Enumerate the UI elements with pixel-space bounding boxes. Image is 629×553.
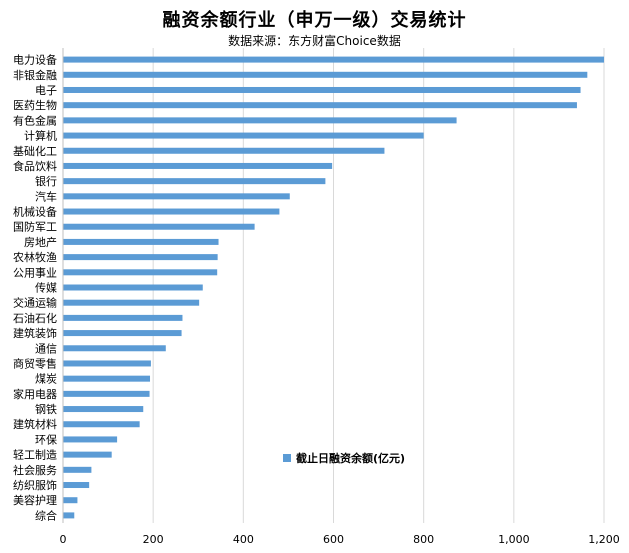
category-label: 美容护理	[13, 493, 57, 507]
bar	[63, 86, 581, 93]
x-tick-labels: 0 200 400 600 800 1,000 1,200	[60, 533, 620, 546]
bars	[63, 56, 604, 519]
bar	[63, 162, 333, 169]
bar	[63, 132, 424, 139]
bar	[63, 208, 280, 215]
category-label: 煤炭	[35, 373, 57, 386]
legend: 截止日融资余额(亿元)	[283, 451, 405, 465]
chart-title: 融资余额行业（申万一级）交易统计	[162, 10, 467, 31]
category-labels: 电力设备非银金融电子医药生物有色金属计算机基础化工食品饮料银行汽车机械设备国防军…	[13, 53, 57, 523]
category-label: 银行	[35, 174, 57, 188]
category-label: 国防军工	[13, 220, 57, 234]
bar	[63, 238, 219, 245]
bar	[63, 330, 182, 337]
category-label: 农林牧渔	[13, 250, 57, 264]
bar	[63, 497, 78, 504]
x-tick-label: 0	[60, 533, 67, 546]
category-label: 计算机	[24, 129, 57, 143]
category-label: 非银金融	[13, 68, 57, 82]
bar	[63, 512, 75, 519]
category-label: 汽车	[35, 189, 57, 203]
bar	[63, 269, 218, 276]
category-label: 传媒	[35, 282, 57, 295]
legend-label: 截止日融资余额(亿元)	[296, 451, 405, 465]
category-label: 家用电器	[13, 387, 57, 401]
category-label: 电力设备	[13, 53, 57, 67]
bar	[63, 254, 218, 261]
category-label: 建筑装饰	[13, 326, 57, 340]
bar	[63, 147, 385, 154]
bar	[63, 299, 200, 306]
category-label: 通信	[35, 342, 57, 355]
bar	[63, 360, 151, 367]
bar	[63, 314, 183, 321]
category-label: 轻工制造	[13, 448, 57, 462]
bar	[63, 406, 144, 413]
x-tick-label: 600	[323, 533, 344, 546]
category-label: 公用事业	[13, 266, 57, 279]
category-label: 食品饮料	[13, 159, 57, 173]
category-label: 钢铁	[35, 403, 57, 416]
bar	[63, 451, 112, 458]
legend-swatch	[283, 454, 291, 462]
category-label: 房地产	[24, 235, 57, 249]
bar	[63, 482, 90, 489]
bar	[63, 421, 140, 428]
bar	[63, 223, 255, 230]
chart-subtitle: 数据来源：东方财富Choice数据	[228, 34, 401, 48]
bar	[63, 193, 290, 200]
bar	[63, 284, 203, 291]
bar	[63, 466, 92, 473]
bar	[63, 345, 166, 352]
bar	[63, 390, 150, 397]
category-label: 商贸零售	[13, 356, 57, 370]
bar	[63, 178, 326, 185]
x-tick-label: 1,000	[498, 533, 530, 546]
category-label: 建筑材料	[13, 417, 57, 431]
category-label: 交通运输	[13, 296, 57, 310]
category-label: 社会服务	[13, 463, 57, 477]
category-label: 纺织服饰	[13, 478, 57, 492]
category-label: 综合	[35, 508, 57, 522]
bar	[63, 436, 118, 443]
category-label: 石油石化	[13, 311, 57, 325]
category-label: 电子	[35, 84, 57, 97]
category-label: 环保	[35, 432, 57, 446]
bar	[63, 117, 457, 124]
category-label: 有色金属	[13, 113, 57, 127]
category-label: 医药生物	[13, 98, 57, 112]
category-label: 基础化工	[13, 144, 57, 158]
x-tick-label: 1,200	[588, 533, 620, 546]
x-tick-label: 200	[143, 533, 164, 546]
bar	[63, 375, 151, 382]
bar	[63, 71, 588, 78]
x-tick-label: 800	[413, 533, 434, 546]
bar	[63, 102, 577, 109]
x-tick-label: 400	[233, 533, 254, 546]
bar	[63, 56, 604, 63]
category-label: 机械设备	[13, 205, 57, 219]
